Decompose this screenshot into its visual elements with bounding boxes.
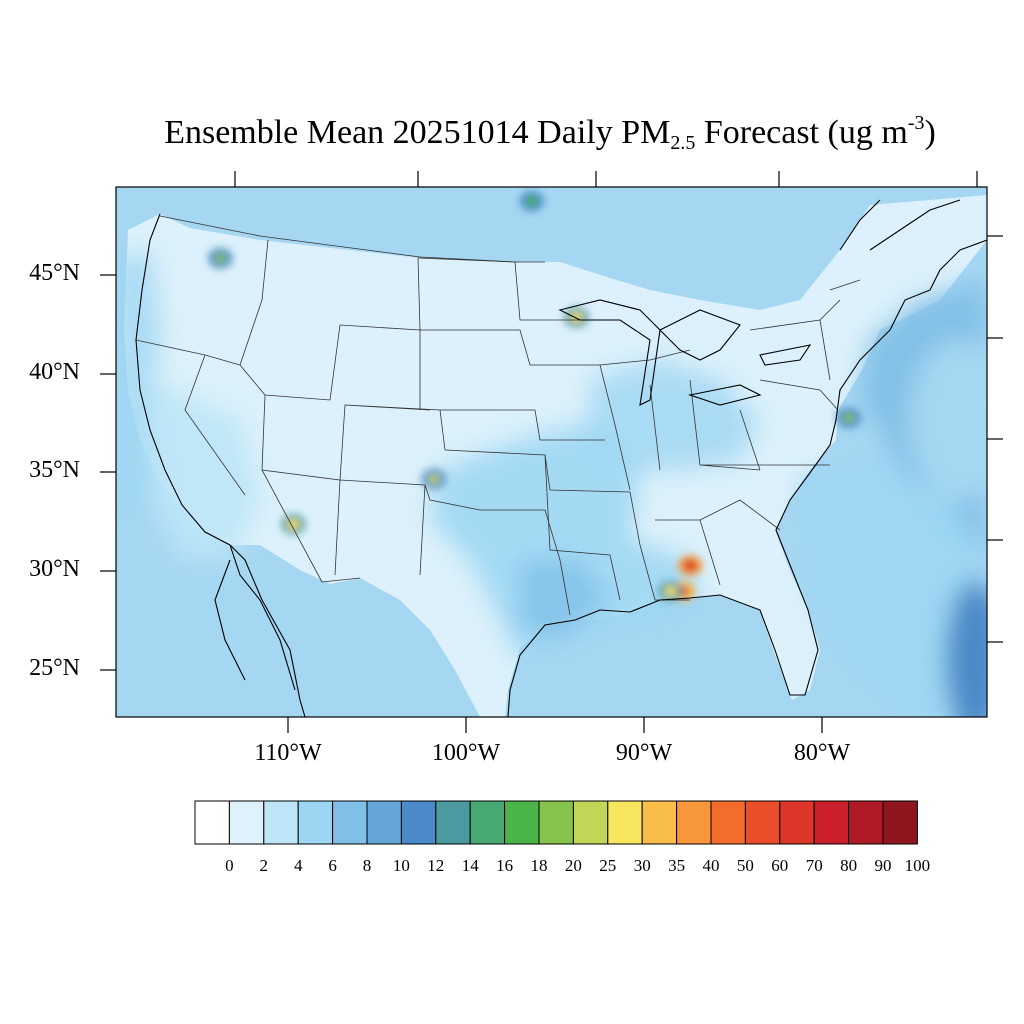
coast-canada-north [839,199,961,251]
lat-label-30: 30°N [29,556,80,582]
haze-field [116,250,987,717]
colorbar-tick-label: 18 [530,856,548,875]
haze-atlantic-south [800,460,987,717]
lon-label-80w: 80°W [793,740,851,766]
colorbar-tick-label: 80 [840,856,858,875]
colorbar-tick-label: 8 [362,856,372,875]
lat-label-35: 35°N [29,457,80,483]
hotspot-halo [1018,630,1024,650]
colorbar-tick-label: 25 [599,856,617,875]
colorbar-tick-label: 2 [259,856,269,875]
coast-gulf [507,329,891,717]
haze-south-central [430,420,700,660]
coast-pacific [135,213,306,717]
title-subscript: 2.5 [670,132,696,154]
colorbar-tick-label: 14 [461,856,479,875]
coastlines [135,199,987,717]
lat-label-25: 25°N [29,655,80,681]
colorbar-tick-label: 100 [904,856,931,875]
title-superscript: -3 [907,112,925,134]
coast-northeast [889,239,987,331]
hotspot-core [570,312,583,323]
colorbar-tick-label: 6 [328,856,337,875]
lon-label-90w: 90°W [615,740,673,766]
hotspot-core [427,473,440,484]
coast-baja [214,544,296,691]
state-lines-central [417,257,690,616]
colorbar-tick-label: 60 [771,856,789,875]
title-prefix: Ensemble Mean 20251014 Daily PM [164,114,671,151]
hotspot-core [842,412,855,423]
map-field [116,187,1024,717]
haze-southwest [150,380,260,560]
state-boundaries [135,215,861,616]
colorbar-tick-label: 16 [496,856,514,875]
great-lakes [558,299,812,406]
title-suffix: ) [924,114,936,151]
colorbar-tick-label: 12 [427,856,445,875]
title-middle: Forecast (ug m [695,114,908,151]
colorbar-tick-label: 50 [736,856,754,875]
colorbar-tick-label: 30 [633,856,651,875]
hotspot-core [684,560,697,571]
lat-label-45: 45°N [29,260,80,286]
hotspot-core [664,586,677,597]
hotspot-core [287,519,300,530]
colorbar-tick-label: 40 [702,856,720,875]
colorbar-tick-label: 70 [805,856,823,875]
hotspot-core [525,196,538,207]
border-canada [159,215,545,263]
haze-midwest [590,360,760,470]
colorbar-tick-label: 90 [874,856,892,875]
colorbar-tick-label: 20 [564,856,582,875]
map-frame [115,186,988,718]
lat-label-40: 40°N [29,359,80,385]
colorbar-tick-label: 35 [668,856,686,875]
colorbar-tick-label: 4 [293,856,303,875]
hotspot-layer [208,191,1024,650]
haze-atlantic-offshore [910,340,987,500]
lon-label-100w: 100°W [431,740,501,766]
tick-marks [100,171,1003,733]
haze-far-southeast [945,580,987,717]
hotspot-core [214,253,227,264]
colorbar-tick-label: 10 [392,856,410,875]
state-lines-east [599,279,861,586]
map-title: Ensemble Mean 20251014 Daily PM2.5 Forec… [0,112,1024,155]
colorbar-tick-label: 0 [225,856,234,875]
lon-label-110w: 110°W [254,740,322,766]
haze-gulf [520,560,610,640]
